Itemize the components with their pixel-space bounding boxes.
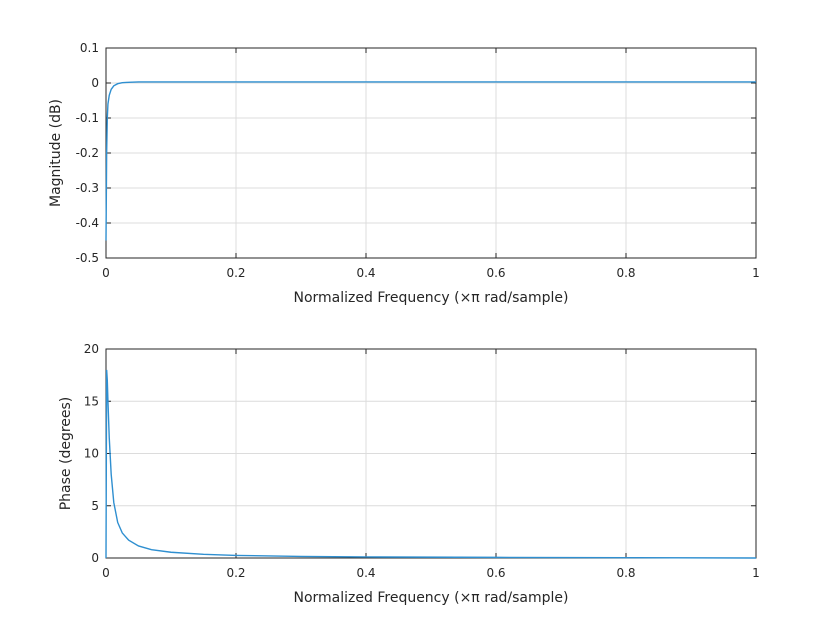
y-axis-label: Magnitude (dB): [48, 99, 64, 207]
series-line: [105, 369, 757, 559]
y-tick-label: 0.1: [80, 41, 99, 55]
y-tick-label: 20: [84, 342, 99, 356]
x-tick-label: 0.6: [486, 566, 505, 580]
series-line: [105, 81, 756, 241]
x-tick-label: 1: [752, 266, 760, 280]
x-tick-label: 1: [752, 566, 760, 580]
y-axis-label: Phase (degrees): [58, 397, 74, 511]
y-tick-label: -0.3: [76, 181, 99, 195]
x-tick-label: 0.2: [226, 566, 245, 580]
x-tick-label: 0.8: [616, 566, 635, 580]
x-tick-label: 0.8: [616, 266, 635, 280]
y-tick-label: 0: [91, 551, 99, 565]
y-tick-label: 15: [84, 394, 99, 408]
magnitude-plot: 0 0.2 0.4 0.6 0.8 1 -0.5 -0.4 -0.3 -0.2 -0.1 0 0.1 No…: [48, 41, 760, 306]
y-tick-label: -0.2: [76, 146, 99, 160]
y-tick-label: 10: [84, 447, 99, 461]
y-tick-label: -0.5: [76, 251, 99, 265]
x-tick-label: 0.4: [356, 566, 375, 580]
x-axis-label: Normalized Frequency (×π rad/sample): [294, 590, 569, 606]
x-tick-label: 0: [102, 266, 110, 280]
x-tick-label: 0.6: [486, 266, 505, 280]
y-tick-label: -0.1: [76, 111, 99, 125]
x-tick-label: 0: [102, 566, 110, 580]
x-tick-label: 0.4: [356, 266, 375, 280]
y-tick-label: 5: [91, 499, 99, 513]
x-axis-label: Normalized Frequency (×π rad/sample): [294, 290, 569, 306]
x-tick-label: 0.2: [226, 266, 245, 280]
y-tick-label: 0: [91, 76, 99, 90]
y-tick-label: -0.4: [76, 216, 99, 230]
